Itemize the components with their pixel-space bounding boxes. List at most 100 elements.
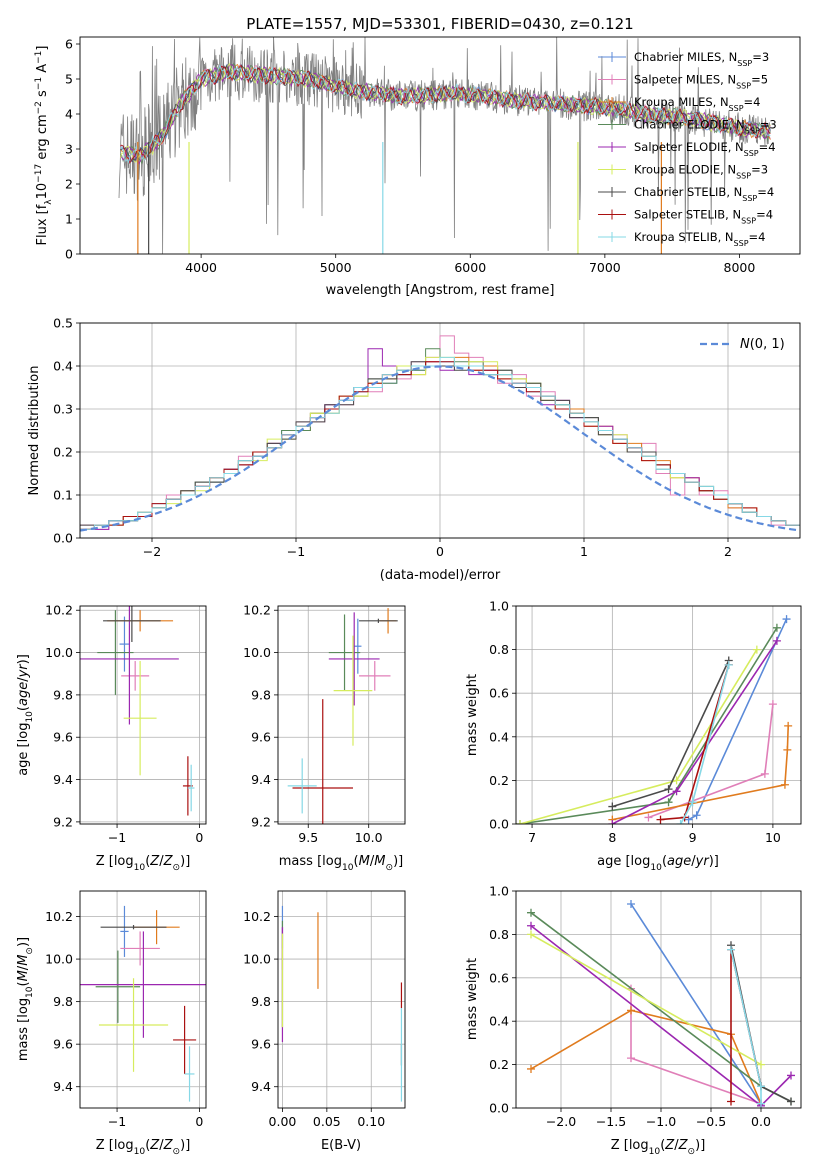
residuals-axes: −2 −1 0 1 2 0.0 0.1 0.2 0.3 0.4 0.5 <box>53 316 800 559</box>
errorbar-point <box>359 661 391 691</box>
y-tick-label: 9.2 <box>53 814 73 829</box>
age_vs_mass-frame <box>277 605 406 825</box>
weight-marker <box>787 1071 795 1080</box>
mass_vs_ebv-frame <box>277 890 406 1109</box>
age_vs_mass-plot <box>287 608 398 824</box>
weight-series <box>530 1009 762 1105</box>
legend-label: Salpeter MILES, NSSP=5 <box>634 73 768 91</box>
y-tick-label: 1.0 <box>489 884 509 899</box>
y-tick-label: 1.0 <box>489 599 509 614</box>
y-tick-label: 9.6 <box>53 1037 73 1052</box>
y-tick-label: 9.4 <box>251 772 271 787</box>
residuals-ylabel: Normed distribution <box>27 366 42 496</box>
weight-marker <box>627 1054 635 1063</box>
x-tick-label: 0 <box>195 830 203 845</box>
x-tick-label: −1.0 <box>646 1114 676 1129</box>
residuals-xlabel: (data-model)/error <box>380 568 501 583</box>
y-tick-label: 9.8 <box>53 687 73 702</box>
histogram-series <box>80 356 800 538</box>
y-tick-label: 9.4 <box>251 1079 271 1094</box>
legend-label: Kroupa ELODIE, NSSP=3 <box>634 163 768 181</box>
mass_vs_Z-plot <box>80 905 206 1102</box>
y-tick-label: 0.2 <box>489 773 509 788</box>
y-tick-label: 0.0 <box>489 817 509 832</box>
x-tick-label: 6000 <box>454 260 486 275</box>
weight_vs_Z-frame <box>515 890 802 1109</box>
x-tick-label: 8000 <box>724 260 756 275</box>
x-tick-label: 0 <box>436 544 444 559</box>
errorbar-point <box>95 950 141 1023</box>
weight-marker <box>727 1097 735 1106</box>
mass_vs_ebv-plot <box>281 905 403 1102</box>
y-tick-label: 9.8 <box>53 994 73 1009</box>
model-spectrum <box>120 64 771 164</box>
x-tick-label: 0 <box>195 1114 203 1129</box>
y-tick-label: 0.6 <box>489 686 509 701</box>
weight_vs_Z-axes: −2.0 −1.5 −1.0 −0.5 0.0 0.0 0.2 0.4 0.6 0.8 1.0 <box>489 884 801 1129</box>
y-tick-label: 9.8 <box>251 687 271 702</box>
spectrum-frame <box>79 36 801 255</box>
y-tick-label: 1 <box>65 212 73 227</box>
weight-marker <box>752 645 761 654</box>
mass_vs_Z-ylabel: mass [log10(M/M⊙)] <box>16 937 35 1061</box>
weight-marker <box>664 785 673 794</box>
age_vs_Z-axes: −1 0 9.2 9.4 9.6 9.8 10.0 10.2 <box>45 603 206 845</box>
mass_vs_ebv-xlabel: E(B-V) <box>321 1138 361 1153</box>
y-tick-label: 0.4 <box>489 1014 509 1029</box>
weight-marker <box>684 815 693 824</box>
weight-marker <box>672 776 681 785</box>
y-tick-label: 0.1 <box>53 488 73 503</box>
weight-marker <box>608 820 617 824</box>
x-tick-label: 8 <box>608 830 616 845</box>
y-tick-label: 3 <box>65 142 73 157</box>
x-tick-label: 1 <box>580 544 588 559</box>
errorbar-point <box>184 1046 195 1102</box>
y-tick-label: 10.0 <box>243 645 271 660</box>
x-tick-label: 0.00 <box>269 1114 297 1129</box>
y-tick-label: 5 <box>65 72 73 87</box>
legend-label: Salpeter STELIB, NSSP=4 <box>634 208 773 226</box>
y-tick-label: 0.5 <box>53 316 73 331</box>
weight-series <box>630 988 762 1105</box>
spectrum-plot <box>118 37 771 254</box>
age_vs_Z-plot <box>80 606 195 816</box>
legend-label: Chabrier ELODIE, NSSP=3 <box>634 118 777 136</box>
y-tick-label: 0.2 <box>53 445 73 460</box>
errorbar-point <box>292 699 353 824</box>
weight-marker <box>757 1082 765 1091</box>
y-tick-label: 9.8 <box>251 994 271 1009</box>
age_vs_Z-ylabel: age [log10(age/yr)] <box>16 654 35 776</box>
weight_vs_Z-plot <box>527 900 795 1108</box>
x-tick-label: 10.0 <box>355 830 383 845</box>
weight-marker <box>644 813 653 822</box>
y-tick-label: 9.6 <box>53 730 73 745</box>
errorbar-point <box>333 635 373 746</box>
errorbar-point <box>121 661 150 691</box>
y-tick-label: 9.4 <box>53 772 73 787</box>
weight-marker <box>656 815 665 824</box>
weight-marker <box>724 660 733 669</box>
errorbar-point <box>187 764 195 812</box>
y-tick-label: 0.0 <box>489 1101 509 1116</box>
spectrum-axes: 4000 5000 6000 7000 8000 0 1 2 3 4 5 6 <box>65 37 755 276</box>
errorbar-point <box>119 616 130 672</box>
y-tick-label: 10.2 <box>45 603 73 618</box>
x-tick-label: 4000 <box>185 260 217 275</box>
y-tick-label: 4 <box>65 107 73 122</box>
errorbar-point <box>359 618 398 623</box>
weight-marker <box>692 811 701 820</box>
weight-marker <box>608 802 617 811</box>
y-tick-label: 10.2 <box>243 909 271 924</box>
weight-marker <box>787 1097 795 1106</box>
y-tick-label: 9.6 <box>251 1037 271 1052</box>
legend-label: N(0, 1) <box>740 337 785 352</box>
spectrum-ylabel: Flux [fλ10−17 erg cm−2 s−1 A−1] <box>34 46 54 246</box>
weight-marker <box>727 945 735 954</box>
errorbar-point <box>80 606 179 725</box>
weight-marker <box>627 900 635 909</box>
errorbar-point <box>80 931 206 1038</box>
legend-label: Kroupa MILES, NSSP=4 <box>634 95 760 113</box>
mass_vs_Z-xlabel: Z [log10(Z/Z⊙)] <box>96 1138 191 1157</box>
x-tick-label: −1 <box>108 830 126 845</box>
